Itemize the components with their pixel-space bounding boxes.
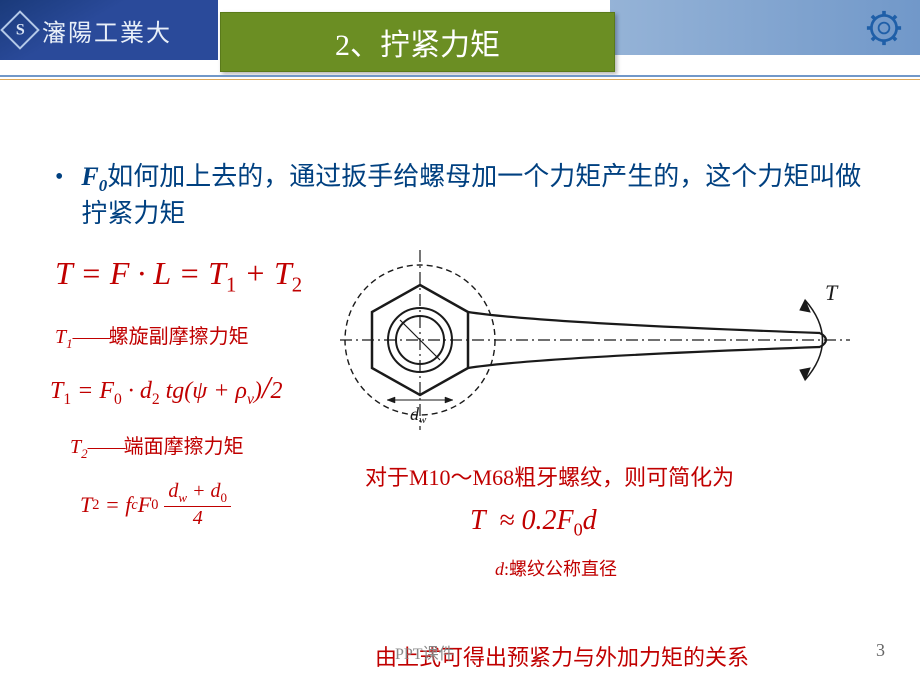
page-number: 3: [876, 640, 885, 661]
bullet-f0-sub: 0: [99, 176, 107, 195]
d-text: 螺纹公称直径: [509, 559, 617, 579]
gear-icon: [866, 10, 902, 46]
slide-content: • F0如何加上去的，通过扳手给螺母加一个力矩产生的，这个力矩叫做拧紧力矩: [0, 160, 920, 231]
logo-glyph: S: [16, 21, 25, 39]
d-definition: d:螺纹公称直径: [495, 555, 617, 581]
footer-label: PPT课件: [395, 640, 455, 664]
t2-description: T2——端面摩擦力矩: [70, 430, 244, 462]
bullet-text: F0如何加上去的，通过扳手给螺母加一个力矩产生的，这个力矩叫做拧紧力矩: [81, 160, 880, 231]
slide-header: S 瀋陽工業大: [0, 0, 920, 85]
t2-dash: ——: [88, 436, 124, 458]
bullet-f0-var: F: [81, 162, 98, 191]
f0-var: F: [138, 492, 151, 518]
formula-t1: T1 = F0 · d2 tg(ψ + ρv)/2: [50, 370, 283, 409]
t1-text: 螺旋副摩擦力矩: [109, 326, 249, 348]
t1-dash: ——: [73, 326, 109, 348]
university-logo-region: S 瀋陽工業大: [0, 0, 218, 60]
t2-text: 端面摩擦力矩: [124, 436, 244, 458]
fraction-num: dw + d0: [164, 480, 231, 507]
fraction: dw + d0 4: [164, 480, 231, 530]
header-divider-1: [0, 75, 920, 77]
university-name: 瀋陽工業大: [42, 13, 172, 48]
slide-title: 2、拧紧力矩: [335, 20, 500, 64]
bullet-text-rest: 如何加上去的，通过扳手给螺母加一个力矩产生的，这个力矩叫做拧紧力矩: [81, 162, 861, 228]
wrench-diagram: T dw: [340, 245, 850, 440]
t2-var: T: [70, 436, 81, 458]
t1-var: T: [55, 326, 66, 348]
formula-simplified: T ≈ 0.2F0d: [470, 505, 597, 541]
logo-badge: S: [0, 10, 40, 50]
formula-t2: T2 = fcF0 dw + d0 4: [80, 480, 231, 530]
fraction-den: 4: [189, 507, 207, 530]
header-divider-2: [0, 79, 920, 80]
bullet-row: • F0如何加上去的，通过扳手给螺母加一个力矩产生的，这个力矩叫做拧紧力矩: [0, 160, 920, 231]
slide-title-box: 2、拧紧力矩: [220, 12, 615, 72]
t1-description: T1——螺旋副摩擦力矩: [55, 320, 249, 352]
d-var: d: [495, 559, 504, 579]
diagram-label-T: T: [825, 280, 839, 305]
bullet-symbol: •: [55, 164, 63, 191]
f0-sub: 0: [151, 497, 158, 514]
formula-main: T = F · L = T1 + T2: [55, 255, 302, 297]
diagram-label-d: dw: [410, 404, 427, 426]
simplify-note: 对于M10～M68粗牙螺纹，则可简化为: [365, 460, 734, 492]
header-right-panel: [610, 0, 920, 55]
